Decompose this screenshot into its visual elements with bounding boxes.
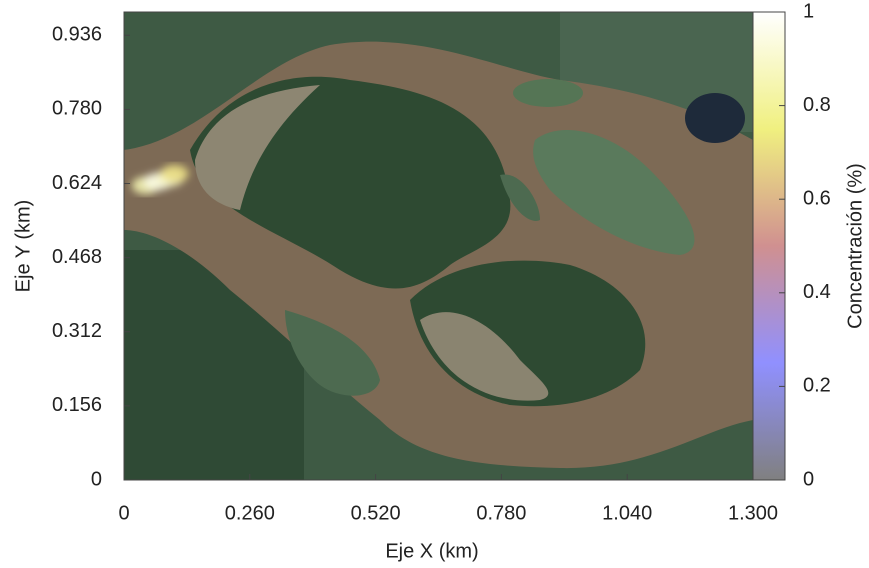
x-tick-label: 1.300 (728, 502, 778, 524)
chart: Eje X (km) Eje Y (km) Concentración (%) … (0, 0, 869, 568)
x-tick-label: 0 (118, 502, 129, 524)
x-tick-label: 1.040 (602, 502, 652, 524)
y-tick-label: 0.936 (52, 24, 102, 46)
x-tick-label: 0.780 (476, 502, 526, 524)
colorbar-tick-label: 0 (803, 468, 814, 490)
y-tick-label: 0.468 (52, 246, 102, 268)
colorbar-tick-label: 0.2 (803, 375, 831, 397)
colorbar-tick-label: 0.8 (803, 94, 831, 116)
concentration-cell (161, 165, 189, 183)
y-tick-label: 0.156 (52, 394, 102, 416)
y-tick-label: 0 (91, 468, 102, 490)
colorbar-label: Concentración (%) (844, 163, 866, 329)
y-tick-label: 0.312 (52, 320, 102, 342)
y-tick-label: 0.624 (52, 172, 102, 194)
satellite-background (124, 12, 753, 480)
colorbar-tick-label: 1 (803, 0, 814, 22)
colorbar (753, 12, 785, 480)
y-axis-label: Eje Y (km) (12, 200, 34, 293)
x-axis-label: Eje X (km) (385, 540, 478, 562)
x-tick-label: 0.260 (225, 502, 275, 524)
colorbar-tick-label: 0.6 (803, 187, 831, 209)
colorbar-tick-label: 0.4 (803, 281, 831, 303)
x-tick-label: 0.520 (351, 502, 401, 524)
y-tick-label: 0.780 (52, 98, 102, 120)
